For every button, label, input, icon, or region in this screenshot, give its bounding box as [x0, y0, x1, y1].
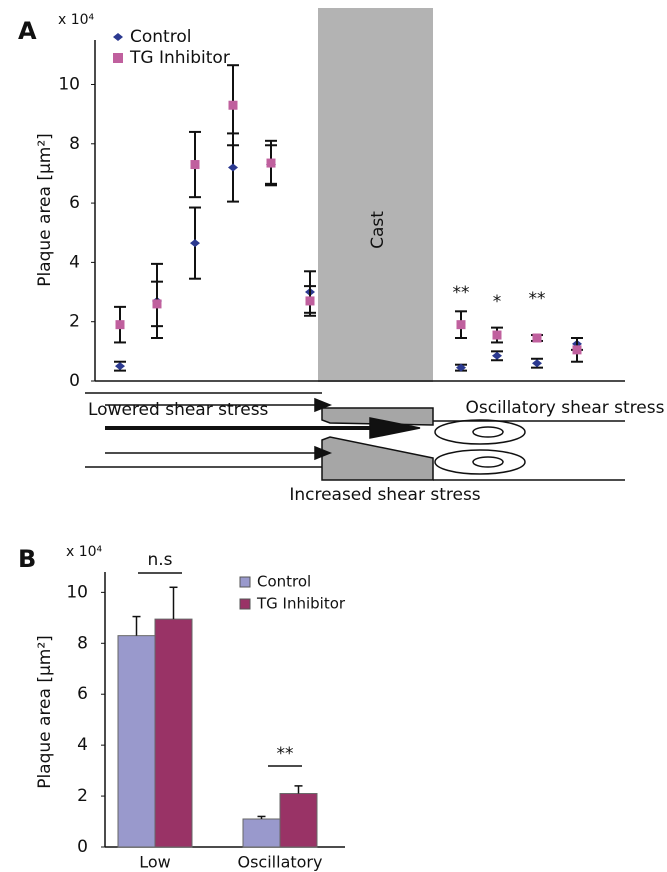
- point: [532, 359, 542, 368]
- annotation: *: [493, 292, 502, 312]
- y-tick-label: 4: [69, 252, 80, 272]
- annotation: **: [453, 283, 470, 303]
- y-multiplier: x 10⁴: [58, 12, 95, 28]
- annotation: Increased shear stress: [289, 485, 480, 505]
- x-tick-label: Oscillatory: [238, 853, 323, 872]
- x-tick-label: Low: [139, 853, 171, 872]
- legend-marker: [239, 576, 251, 588]
- y-tick-label: 4: [77, 735, 88, 755]
- vessel-diagram: [85, 392, 625, 481]
- annotation: Cast: [368, 211, 388, 249]
- y-tick-label: 0: [77, 837, 88, 857]
- point: [190, 160, 200, 170]
- annotation: **: [277, 744, 294, 764]
- point: [456, 363, 466, 372]
- point: [305, 296, 315, 306]
- annotation: **: [529, 289, 546, 309]
- legend-label: Control: [257, 573, 311, 591]
- y-tick-label: 6: [69, 193, 80, 213]
- bar: [154, 618, 193, 848]
- legend-label: TG Inhibitor: [129, 48, 230, 68]
- point: [115, 362, 125, 371]
- point: [152, 299, 162, 309]
- cast-region: [318, 8, 433, 382]
- y-tick-label: 8: [69, 134, 80, 154]
- point: [228, 100, 238, 110]
- annotation: Lowered shear stress: [88, 400, 269, 420]
- y-axis-label: Plaque area [μm²]: [35, 635, 55, 789]
- annotation: Oscillatory shear stress: [466, 398, 665, 418]
- y-tick-label: 2: [69, 312, 80, 332]
- point: [115, 320, 125, 330]
- point: [456, 320, 466, 330]
- y-tick-label: 2: [77, 786, 88, 806]
- y-tick-label: 10: [66, 582, 88, 602]
- point: [532, 333, 542, 343]
- legend-label: TG Inhibitor: [256, 595, 346, 613]
- y-tick-label: 8: [77, 633, 88, 653]
- bar: [117, 635, 156, 848]
- y-tick-label: 6: [77, 684, 88, 704]
- point: [228, 163, 238, 172]
- bar: [242, 818, 281, 848]
- panel-label: B: [18, 545, 36, 573]
- bar: [279, 793, 318, 848]
- y-tick-label: 0: [69, 371, 80, 391]
- legend-marker: [239, 598, 251, 610]
- y-multiplier: x 10⁴: [66, 544, 103, 560]
- legend-marker: [113, 53, 123, 63]
- point: [492, 351, 502, 360]
- legend-label: Control: [130, 27, 191, 47]
- legend-marker: [113, 33, 123, 41]
- point: [266, 158, 276, 168]
- point: [572, 345, 582, 355]
- panel-label: A: [18, 17, 37, 45]
- y-tick-label: 10: [58, 74, 80, 94]
- y-axis-label: Plaque area [μm²]: [35, 133, 55, 287]
- point: [190, 239, 200, 248]
- annotation: n.s: [147, 550, 172, 570]
- point: [492, 330, 502, 340]
